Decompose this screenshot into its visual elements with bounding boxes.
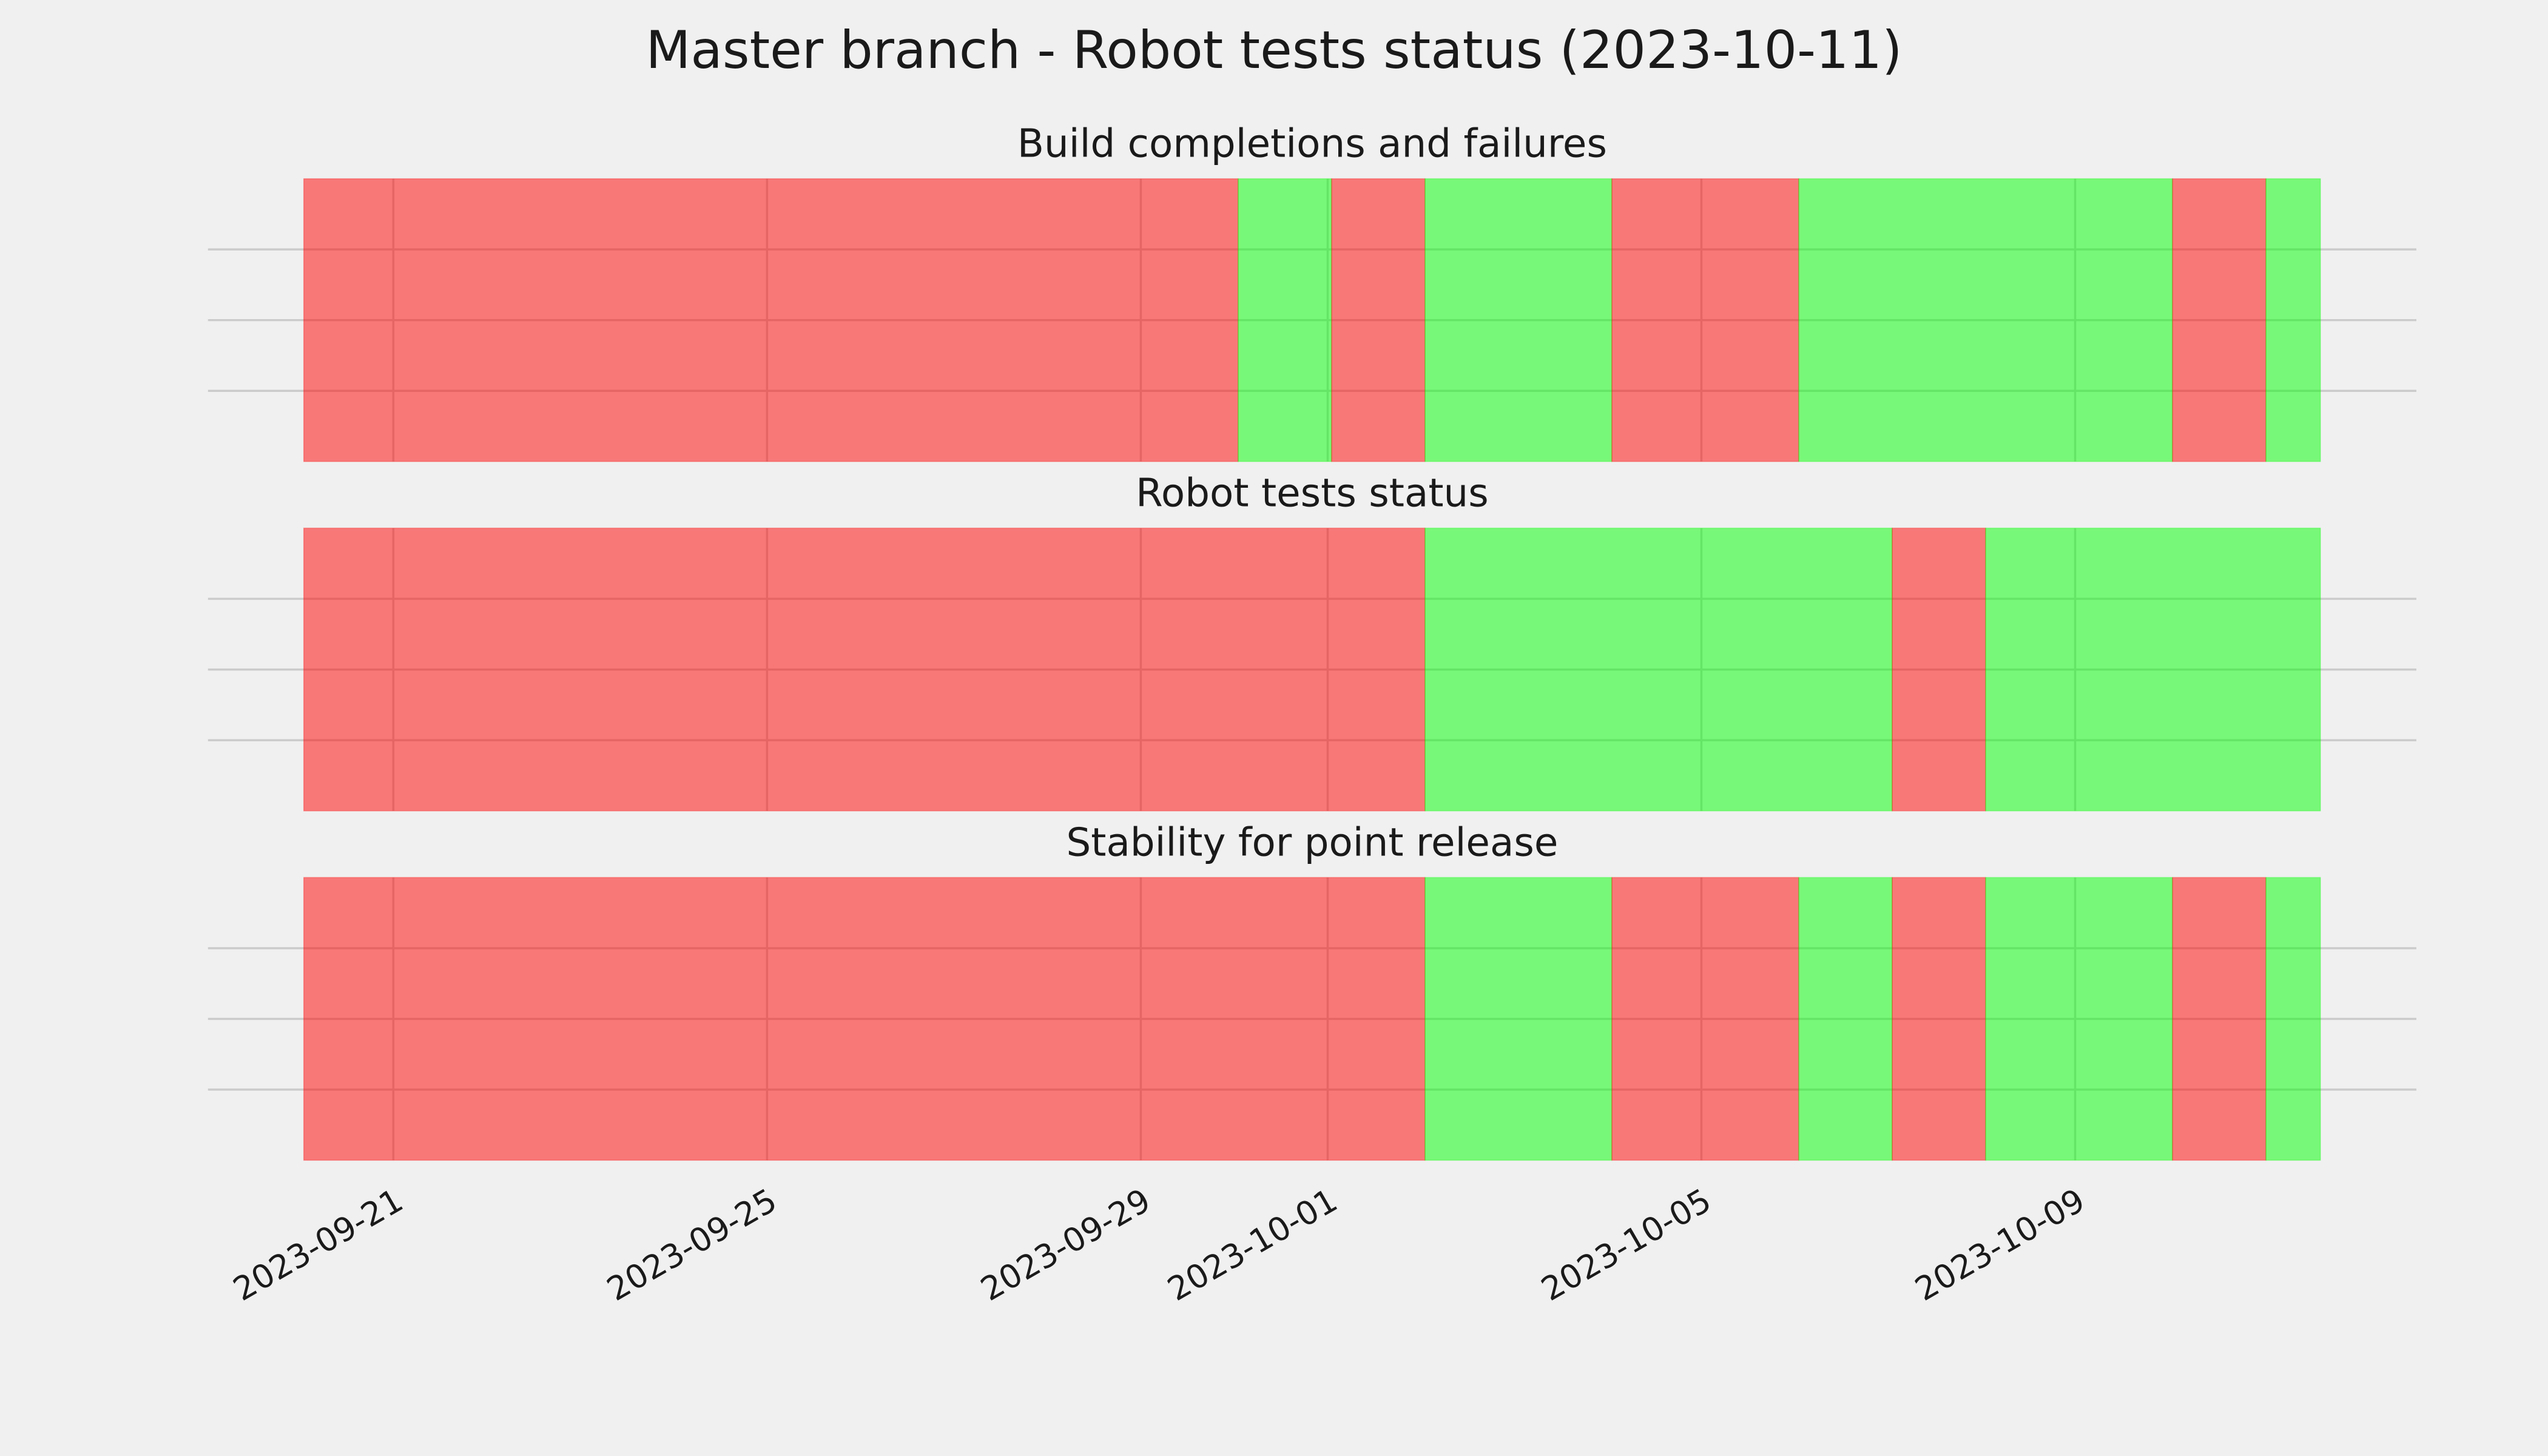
status-span	[303, 527, 1426, 812]
status-span	[2172, 877, 2267, 1161]
status-span	[1611, 178, 1799, 462]
status-span	[2172, 178, 2267, 462]
subplot-title: Stability for point release	[1067, 820, 1559, 865]
status-span	[1798, 178, 2173, 462]
status-span	[1611, 877, 1799, 1161]
status-span	[1798, 877, 1893, 1161]
status-span	[1238, 178, 1332, 462]
chart-title: Master branch - Robot tests status (2023…	[645, 20, 1902, 81]
status-span	[2265, 178, 2321, 462]
status-span	[1331, 178, 1426, 462]
status-span	[1424, 527, 1893, 812]
status-span	[303, 178, 1239, 462]
status-span	[1985, 877, 2173, 1161]
status-span	[1424, 178, 1613, 462]
status-span	[1892, 877, 1986, 1161]
subplot-title: Robot tests status	[1136, 471, 1489, 516]
status-span	[2265, 877, 2321, 1161]
status-span	[1424, 877, 1613, 1161]
subplot-title: Build completions and failures	[1017, 121, 1607, 167]
status-span	[1892, 527, 1986, 812]
status-span	[303, 877, 1426, 1161]
status-span	[1985, 527, 2321, 812]
